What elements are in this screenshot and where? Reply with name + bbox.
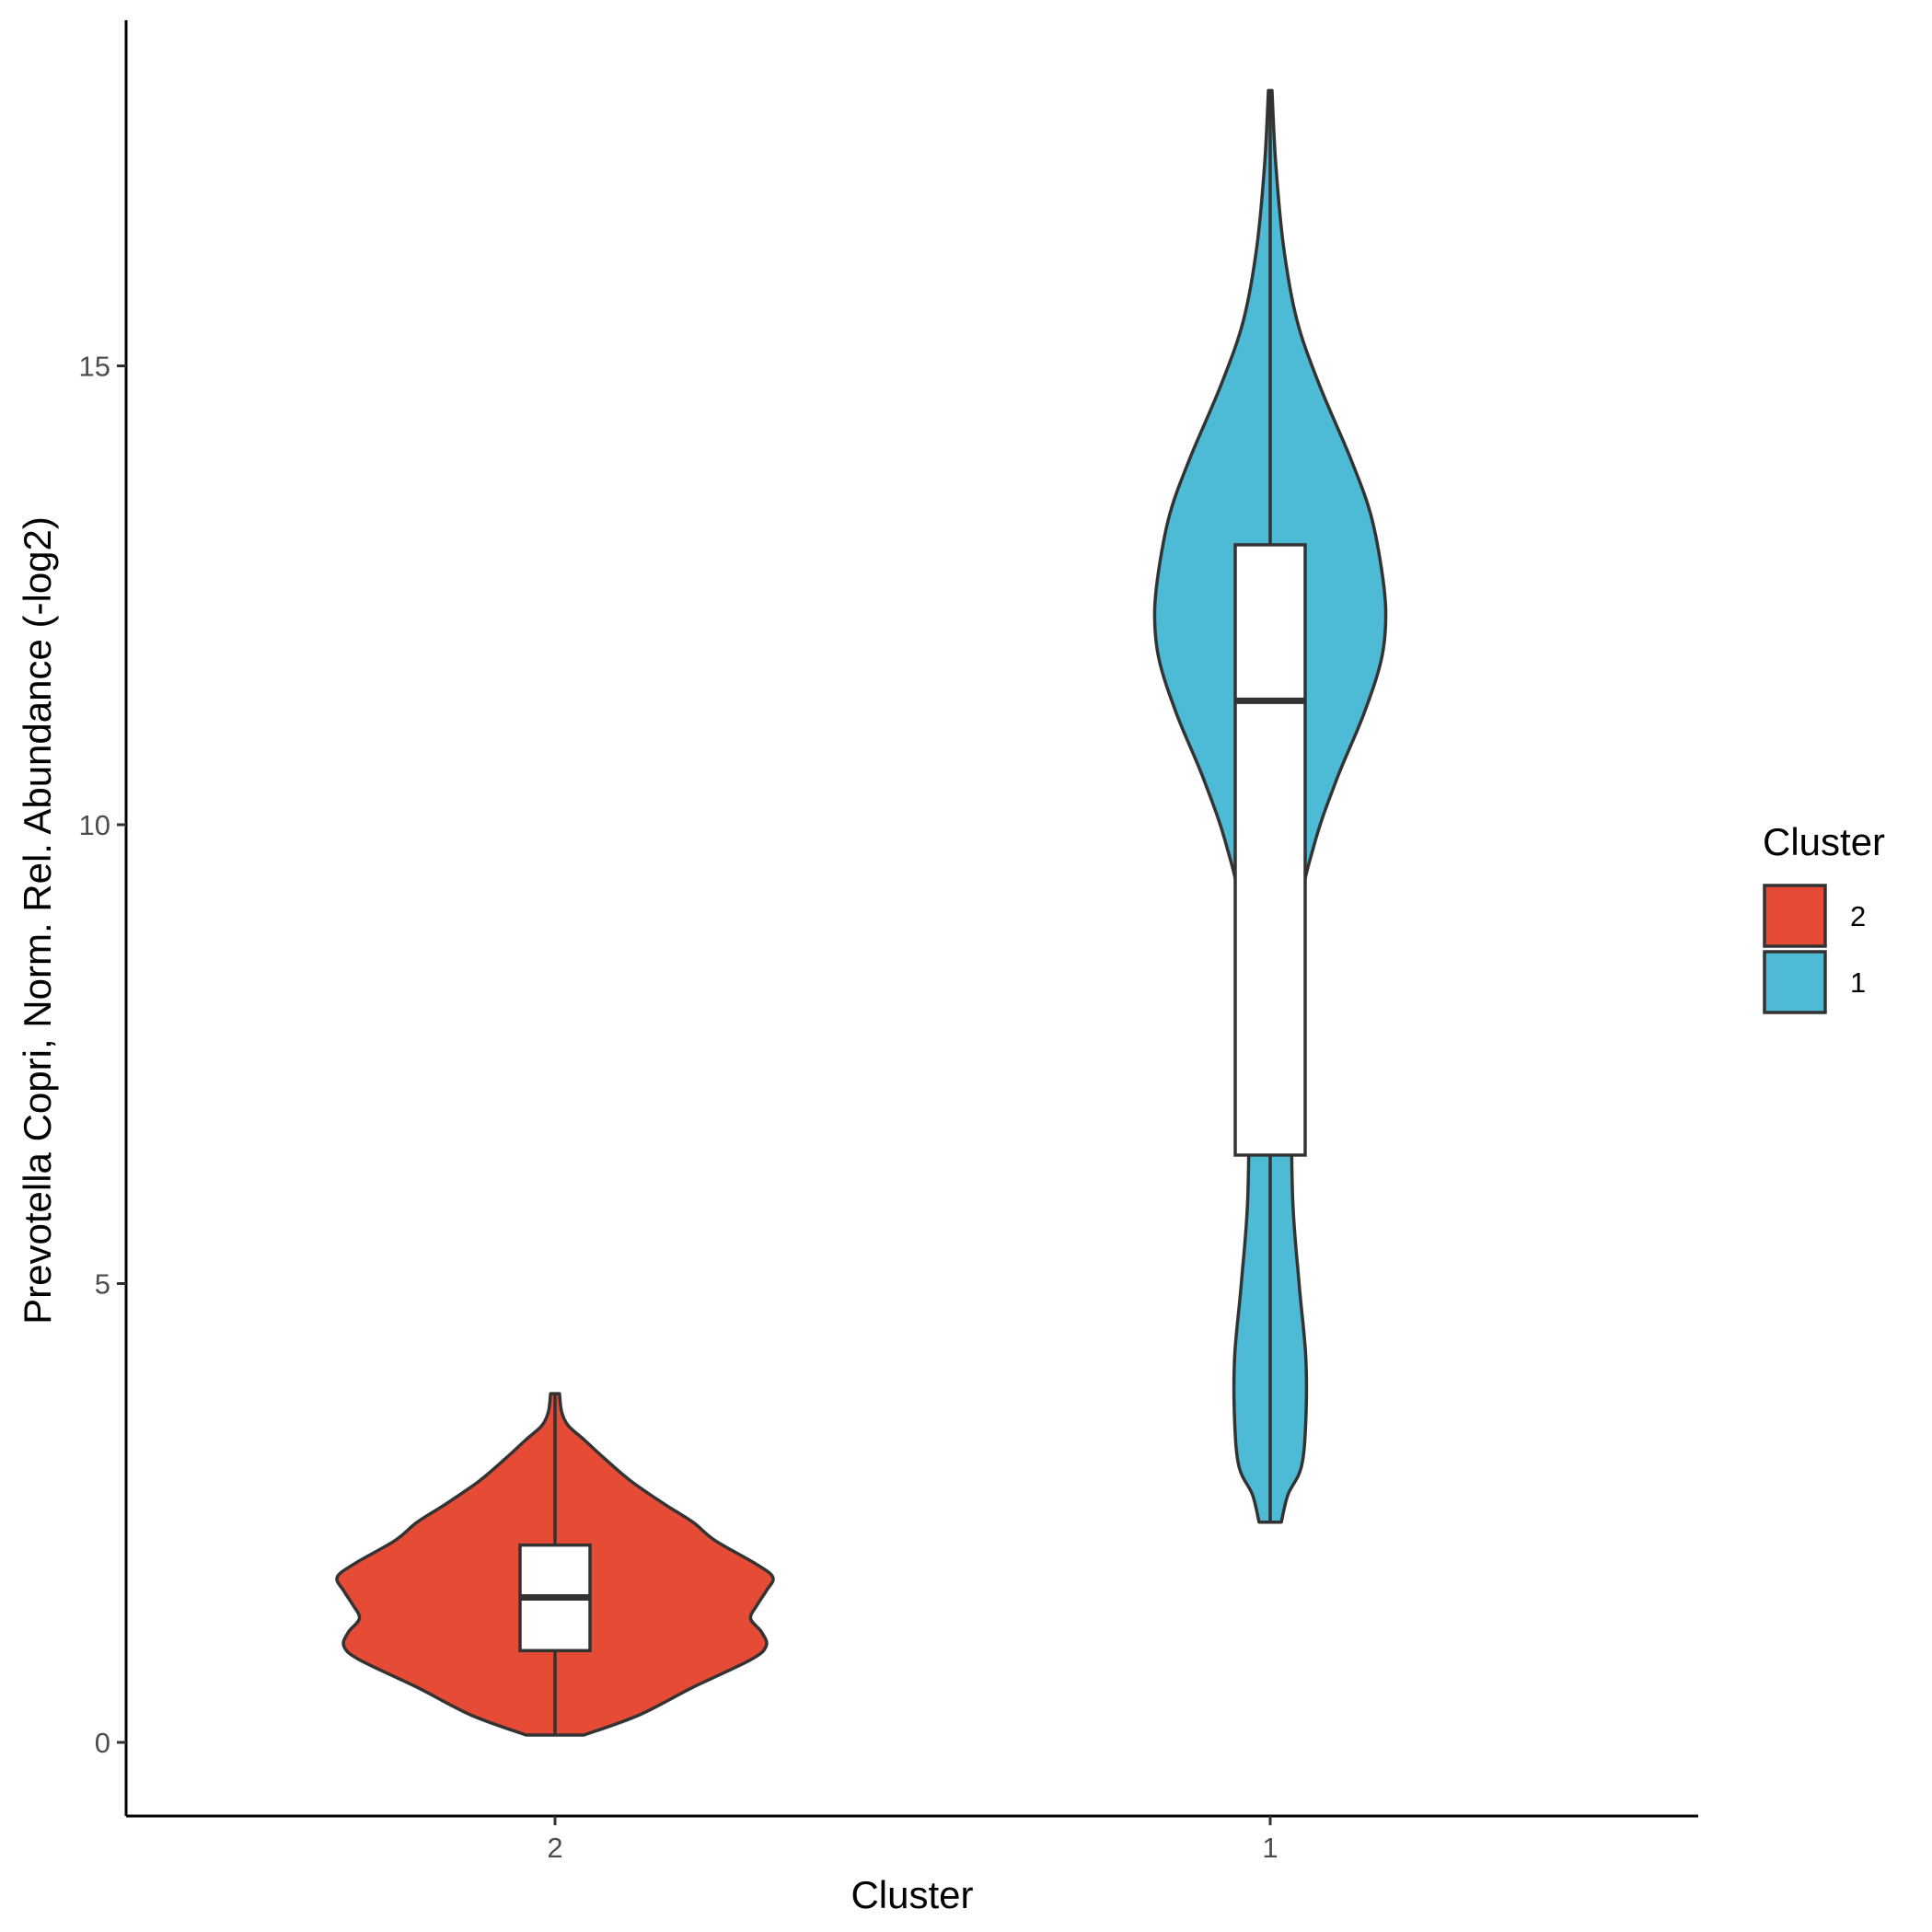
legend: Cluster 2 1: [1763, 820, 1885, 1014]
box-cluster-1: [1233, 543, 1307, 1157]
violin-group-cluster-1: [1152, 88, 1388, 1524]
legend-label-2: 2: [1850, 900, 1866, 932]
legend-title: Cluster: [1763, 820, 1885, 863]
legend-key-1: [1763, 950, 1827, 1014]
y-tick-label-10: 10: [79, 809, 110, 841]
violin-group-cluster-2: [335, 1392, 775, 1737]
legend-key-2: [1763, 884, 1827, 948]
x-tick-label-2: 2: [547, 1832, 562, 1864]
y-tick-label-0: 0: [95, 1727, 110, 1759]
x-tick-label-1: 1: [1262, 1832, 1278, 1864]
y-axis-title: Prevotella Copri, Norm. Rel. Abundance (…: [16, 516, 59, 1325]
y-tick-label-5: 5: [95, 1268, 110, 1301]
x-axis-title: Cluster: [850, 1873, 973, 1916]
legend-label-1: 1: [1850, 966, 1866, 999]
y-tick-label-15: 15: [79, 351, 110, 383]
plot-area: [335, 88, 1388, 1737]
axes: 0 5 10 15 2 1: [79, 20, 1698, 1864]
